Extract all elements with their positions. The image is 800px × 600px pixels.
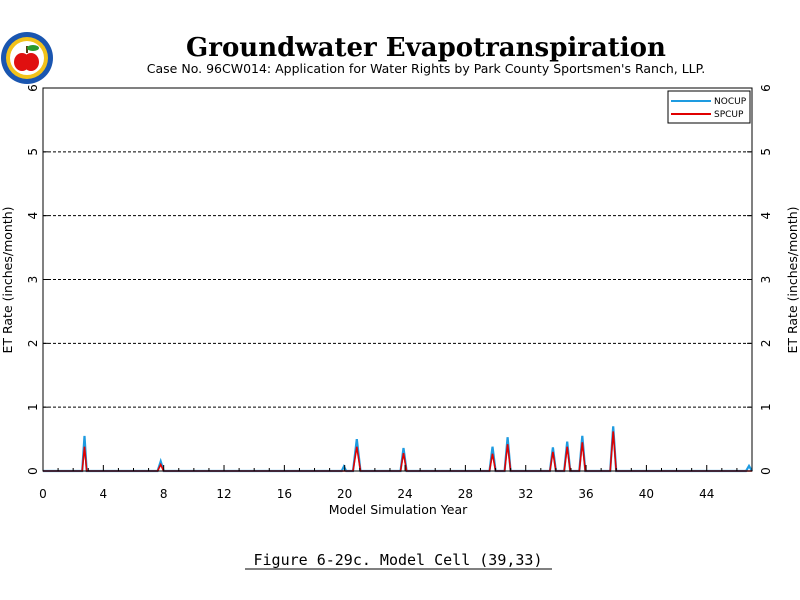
x-tick-label-9: 36 [578,487,593,501]
series-line-spcup [43,431,752,472]
x-tick-label-7: 28 [458,487,473,501]
y-tick-label-right-0: 0 [759,467,773,475]
grid-lines [43,151,752,408]
legend-label-nocup: NOCUP [714,97,747,107]
x-tick-label-0: 0 [39,487,47,501]
x-axis-label: Model Simulation Year [329,502,468,517]
x-tick-label-10: 40 [639,487,654,501]
y-tick-label-left-3: 3 [26,276,40,284]
y-tick-label-left-4: 4 [26,212,40,220]
x-tick-label-5: 20 [337,487,352,501]
y-tick-label-left-6: 6 [26,84,40,92]
y-axis-label-right: ET Rate (inches/month) [785,206,800,353]
chart-subtitle: Case No. 96CW014: Application for Water … [147,61,705,76]
y-tick-label-left-1: 1 [26,403,40,411]
legend-box [667,90,751,124]
y-tick-label-left-0: 0 [26,467,40,475]
x-tick-label-6: 24 [397,487,412,501]
x-tick-label-8: 32 [518,487,533,501]
y-axis-label-left: ET Rate (inches/month) [0,206,15,353]
y-tick-label-right-6: 6 [759,84,773,92]
x-tick-label-4: 16 [277,487,292,501]
y-tick-label-right-3: 3 [759,276,773,284]
series-layer [43,426,753,473]
x-tick-label-11: 44 [699,487,714,501]
y-tick-label-right-1: 1 [759,403,773,411]
x-axis-ticks: 0 4 8 12 16 20 24 28 32 36 40 44 [39,465,753,501]
y-tick-label-right-4: 4 [759,212,773,220]
legend: NOCUP SPCUP [667,90,751,124]
figure-caption: Figure 6-29c. Model Cell (39,33) [254,551,543,569]
y-tick-label-left-5: 5 [26,148,40,156]
y-tick-label-left-2: 2 [26,340,40,348]
y-tick-label-right-5: 5 [759,148,773,156]
legend-label-spcup: SPCUP [714,110,744,120]
y-axis-ticks: 0 0 1 1 2 2 3 3 4 4 5 5 6 6 [26,84,773,475]
x-tick-label-2: 8 [160,487,168,501]
x-tick-label-3: 12 [216,487,231,501]
y-tick-label-right-2: 2 [759,340,773,348]
chart-title: Groundwater Evapotranspiration [186,33,666,63]
apple-logo-icon [1,32,53,84]
series-line-nocup [43,426,753,473]
x-tick-label-1: 4 [100,487,108,501]
